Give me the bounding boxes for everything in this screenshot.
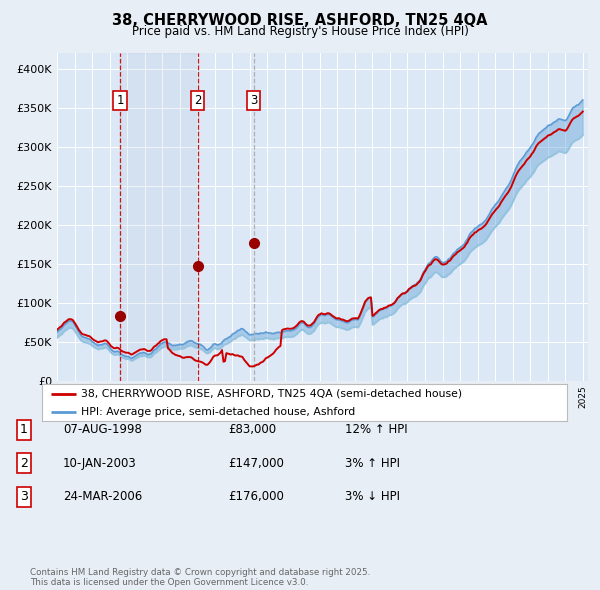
Text: 38, CHERRYWOOD RISE, ASHFORD, TN25 4QA: 38, CHERRYWOOD RISE, ASHFORD, TN25 4QA — [112, 13, 488, 28]
Text: 10-JAN-2003: 10-JAN-2003 — [63, 457, 137, 470]
Text: HPI: Average price, semi-detached house, Ashford: HPI: Average price, semi-detached house,… — [82, 407, 356, 417]
Text: 2: 2 — [20, 457, 28, 470]
Bar — [120, 53, 198, 381]
Text: 24-MAR-2006: 24-MAR-2006 — [63, 490, 142, 503]
Text: Contains HM Land Registry data © Crown copyright and database right 2025.
This d: Contains HM Land Registry data © Crown c… — [30, 568, 370, 587]
Text: 3% ↑ HPI: 3% ↑ HPI — [345, 457, 400, 470]
Text: 38, CHERRYWOOD RISE, ASHFORD, TN25 4QA (semi-detached house): 38, CHERRYWOOD RISE, ASHFORD, TN25 4QA (… — [82, 389, 463, 399]
Text: £176,000: £176,000 — [228, 490, 284, 503]
Text: 1: 1 — [20, 423, 28, 436]
Text: 12% ↑ HPI: 12% ↑ HPI — [345, 423, 407, 436]
Text: £147,000: £147,000 — [228, 457, 284, 470]
Text: 1: 1 — [116, 94, 124, 107]
Text: 3% ↓ HPI: 3% ↓ HPI — [345, 490, 400, 503]
Text: 2: 2 — [194, 94, 202, 107]
Text: 3: 3 — [20, 490, 28, 503]
Text: 07-AUG-1998: 07-AUG-1998 — [63, 423, 142, 436]
Text: 3: 3 — [250, 94, 257, 107]
Text: £83,000: £83,000 — [228, 423, 276, 436]
Text: Price paid vs. HM Land Registry's House Price Index (HPI): Price paid vs. HM Land Registry's House … — [131, 25, 469, 38]
